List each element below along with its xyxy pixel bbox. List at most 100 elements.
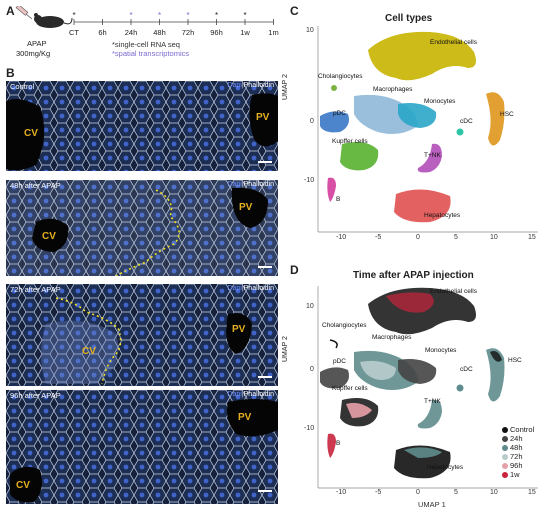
micrograph-label: 48h after APAP — [10, 181, 61, 190]
panel-d-letter: D — [290, 263, 299, 277]
label-macrophages: Macrophages — [373, 86, 413, 93]
chart-title: Time after APAP injection — [353, 270, 474, 281]
legend-item: 72h — [502, 452, 534, 461]
spatial-star-icon: * — [129, 11, 132, 20]
micrograph-label: 96h after APAP — [10, 391, 61, 400]
cluster-pdc — [320, 367, 349, 389]
cluster-endothelial — [368, 31, 476, 81]
label-monocytes: Monocytes — [424, 98, 456, 105]
timepoint-label: 1w — [240, 28, 250, 37]
umap-cell-types — [317, 26, 538, 233]
label-pdc: pDC — [333, 110, 347, 117]
x-tick: 15 — [528, 489, 536, 496]
label-cholangiocytes: Cholangiocytes — [322, 322, 367, 329]
timepoint-label: 6h — [98, 28, 106, 37]
legend-item: 24h — [502, 434, 534, 443]
legend-label: 48h — [510, 443, 523, 452]
micrograph-96h: 96h after APAP Dapi|Phalloidin CV PV — [6, 390, 278, 504]
spatial-star-icon: * — [186, 11, 189, 20]
label-kupffer: Kupffer cells — [332, 138, 368, 145]
y-axis-label: UMAP 2 — [282, 336, 289, 362]
y-tick: 0 — [310, 118, 314, 125]
scrnaseq-star-icon: * — [72, 11, 75, 20]
timepoint-label: 48h — [153, 28, 166, 37]
micrograph-72h: 72h after APAP Dapi|Phalloidin CV PV — [6, 284, 278, 386]
micrograph-48h: 48h after APAP Dapi|Phalloidin CV PV — [6, 180, 278, 276]
cluster-tnk — [417, 399, 442, 429]
legend-dot-icon — [502, 435, 508, 442]
x-axis-label: UMAP 1 — [418, 500, 446, 509]
timepoint-label: 1m — [268, 28, 278, 37]
legend-label: 24h — [510, 434, 523, 443]
cluster-hsc — [486, 348, 505, 402]
label-tnk: T+NK — [424, 152, 441, 159]
scrnaseq-star-icon: * — [243, 11, 246, 20]
timeline: CT * 6h 24h * 48h * 72h * 96h * 1w * 1m — [69, 11, 279, 37]
tissue-image — [6, 180, 278, 276]
legend-item: 48h — [502, 443, 534, 452]
label-cdc: cDC — [460, 366, 473, 373]
tissue-image — [6, 284, 278, 386]
cluster-monocytes — [398, 103, 437, 128]
pv-label: PV — [232, 324, 246, 335]
x-tick: 10 — [490, 489, 498, 496]
x-tick: 5 — [454, 234, 458, 241]
x-tick: -5 — [375, 489, 382, 496]
cv-label: CV — [42, 231, 56, 242]
legend-item: 96h — [502, 461, 534, 470]
panel-a-letter: A — [6, 4, 15, 18]
spatial-star-icon: * — [158, 11, 161, 20]
label-tnk: T+NK — [424, 398, 441, 405]
label-endothelial: Endothelial cells — [430, 39, 477, 46]
stain-legend: Dapi|Phalloidin — [227, 181, 274, 188]
scale-bar — [258, 266, 272, 268]
timepoint-label: CT — [69, 28, 79, 37]
tissue-image — [6, 81, 278, 171]
dose-line2: 300mg/Kg — [16, 49, 51, 58]
cluster-b — [327, 433, 336, 458]
cv-label: CV — [16, 480, 30, 491]
stain-legend: Dapi|Phalloidin — [227, 285, 274, 292]
scale-bar — [258, 161, 272, 163]
legend-item: 1w — [502, 470, 534, 479]
timepoint-label: 72h — [182, 28, 195, 37]
cluster-kupffer — [340, 142, 379, 171]
cluster-monocytes — [398, 359, 437, 384]
x-tick: 10 — [490, 234, 498, 241]
pv-label: PV — [239, 202, 253, 213]
legend-dot-icon — [502, 444, 508, 451]
cluster-cdc — [456, 128, 464, 136]
cluster-b — [327, 177, 336, 202]
scrnaseq-star-icon: * — [215, 11, 218, 20]
legend-spatial: *spatial transcriptomics — [112, 49, 190, 58]
label-monocytes: Monocytes — [425, 347, 457, 354]
pv-label: PV — [256, 112, 270, 123]
x-tick: 15 — [528, 234, 536, 241]
y-tick: 10 — [306, 303, 314, 310]
label-b: B — [336, 196, 341, 203]
legend-item: Control — [502, 425, 534, 434]
y-tick: -10 — [304, 177, 315, 184]
legend-dot-icon — [502, 426, 508, 433]
label-hepatocytes: Hepatocytes — [424, 212, 461, 219]
legend-label: Control — [510, 425, 535, 434]
x-tick: 0 — [416, 489, 420, 496]
cluster-tnk — [417, 143, 442, 173]
legend-dot-icon — [502, 453, 508, 460]
label-kupffer: Kupffer cells — [332, 385, 368, 392]
x-tick: -10 — [336, 234, 347, 241]
mouse-icon — [15, 6, 73, 28]
label-cholangiocytes: Cholangiocytes — [318, 73, 363, 80]
pv-label: PV — [238, 412, 252, 423]
label-b: B — [336, 440, 341, 447]
chart-title: Cell types — [385, 13, 433, 24]
y-tick: 0 — [310, 366, 314, 373]
y-tick: -10 — [304, 425, 315, 432]
stain-legend: Dapi|Phalloidin — [227, 82, 274, 89]
cluster-cholangiocytes — [331, 85, 337, 91]
umap-time — [317, 286, 538, 489]
label-macrophages: Macrophages — [372, 334, 412, 341]
stain-legend: Dapi|Phalloidin — [227, 391, 274, 398]
timepoint-label: 24h — [125, 28, 138, 37]
legend-label: 1w — [510, 470, 520, 479]
